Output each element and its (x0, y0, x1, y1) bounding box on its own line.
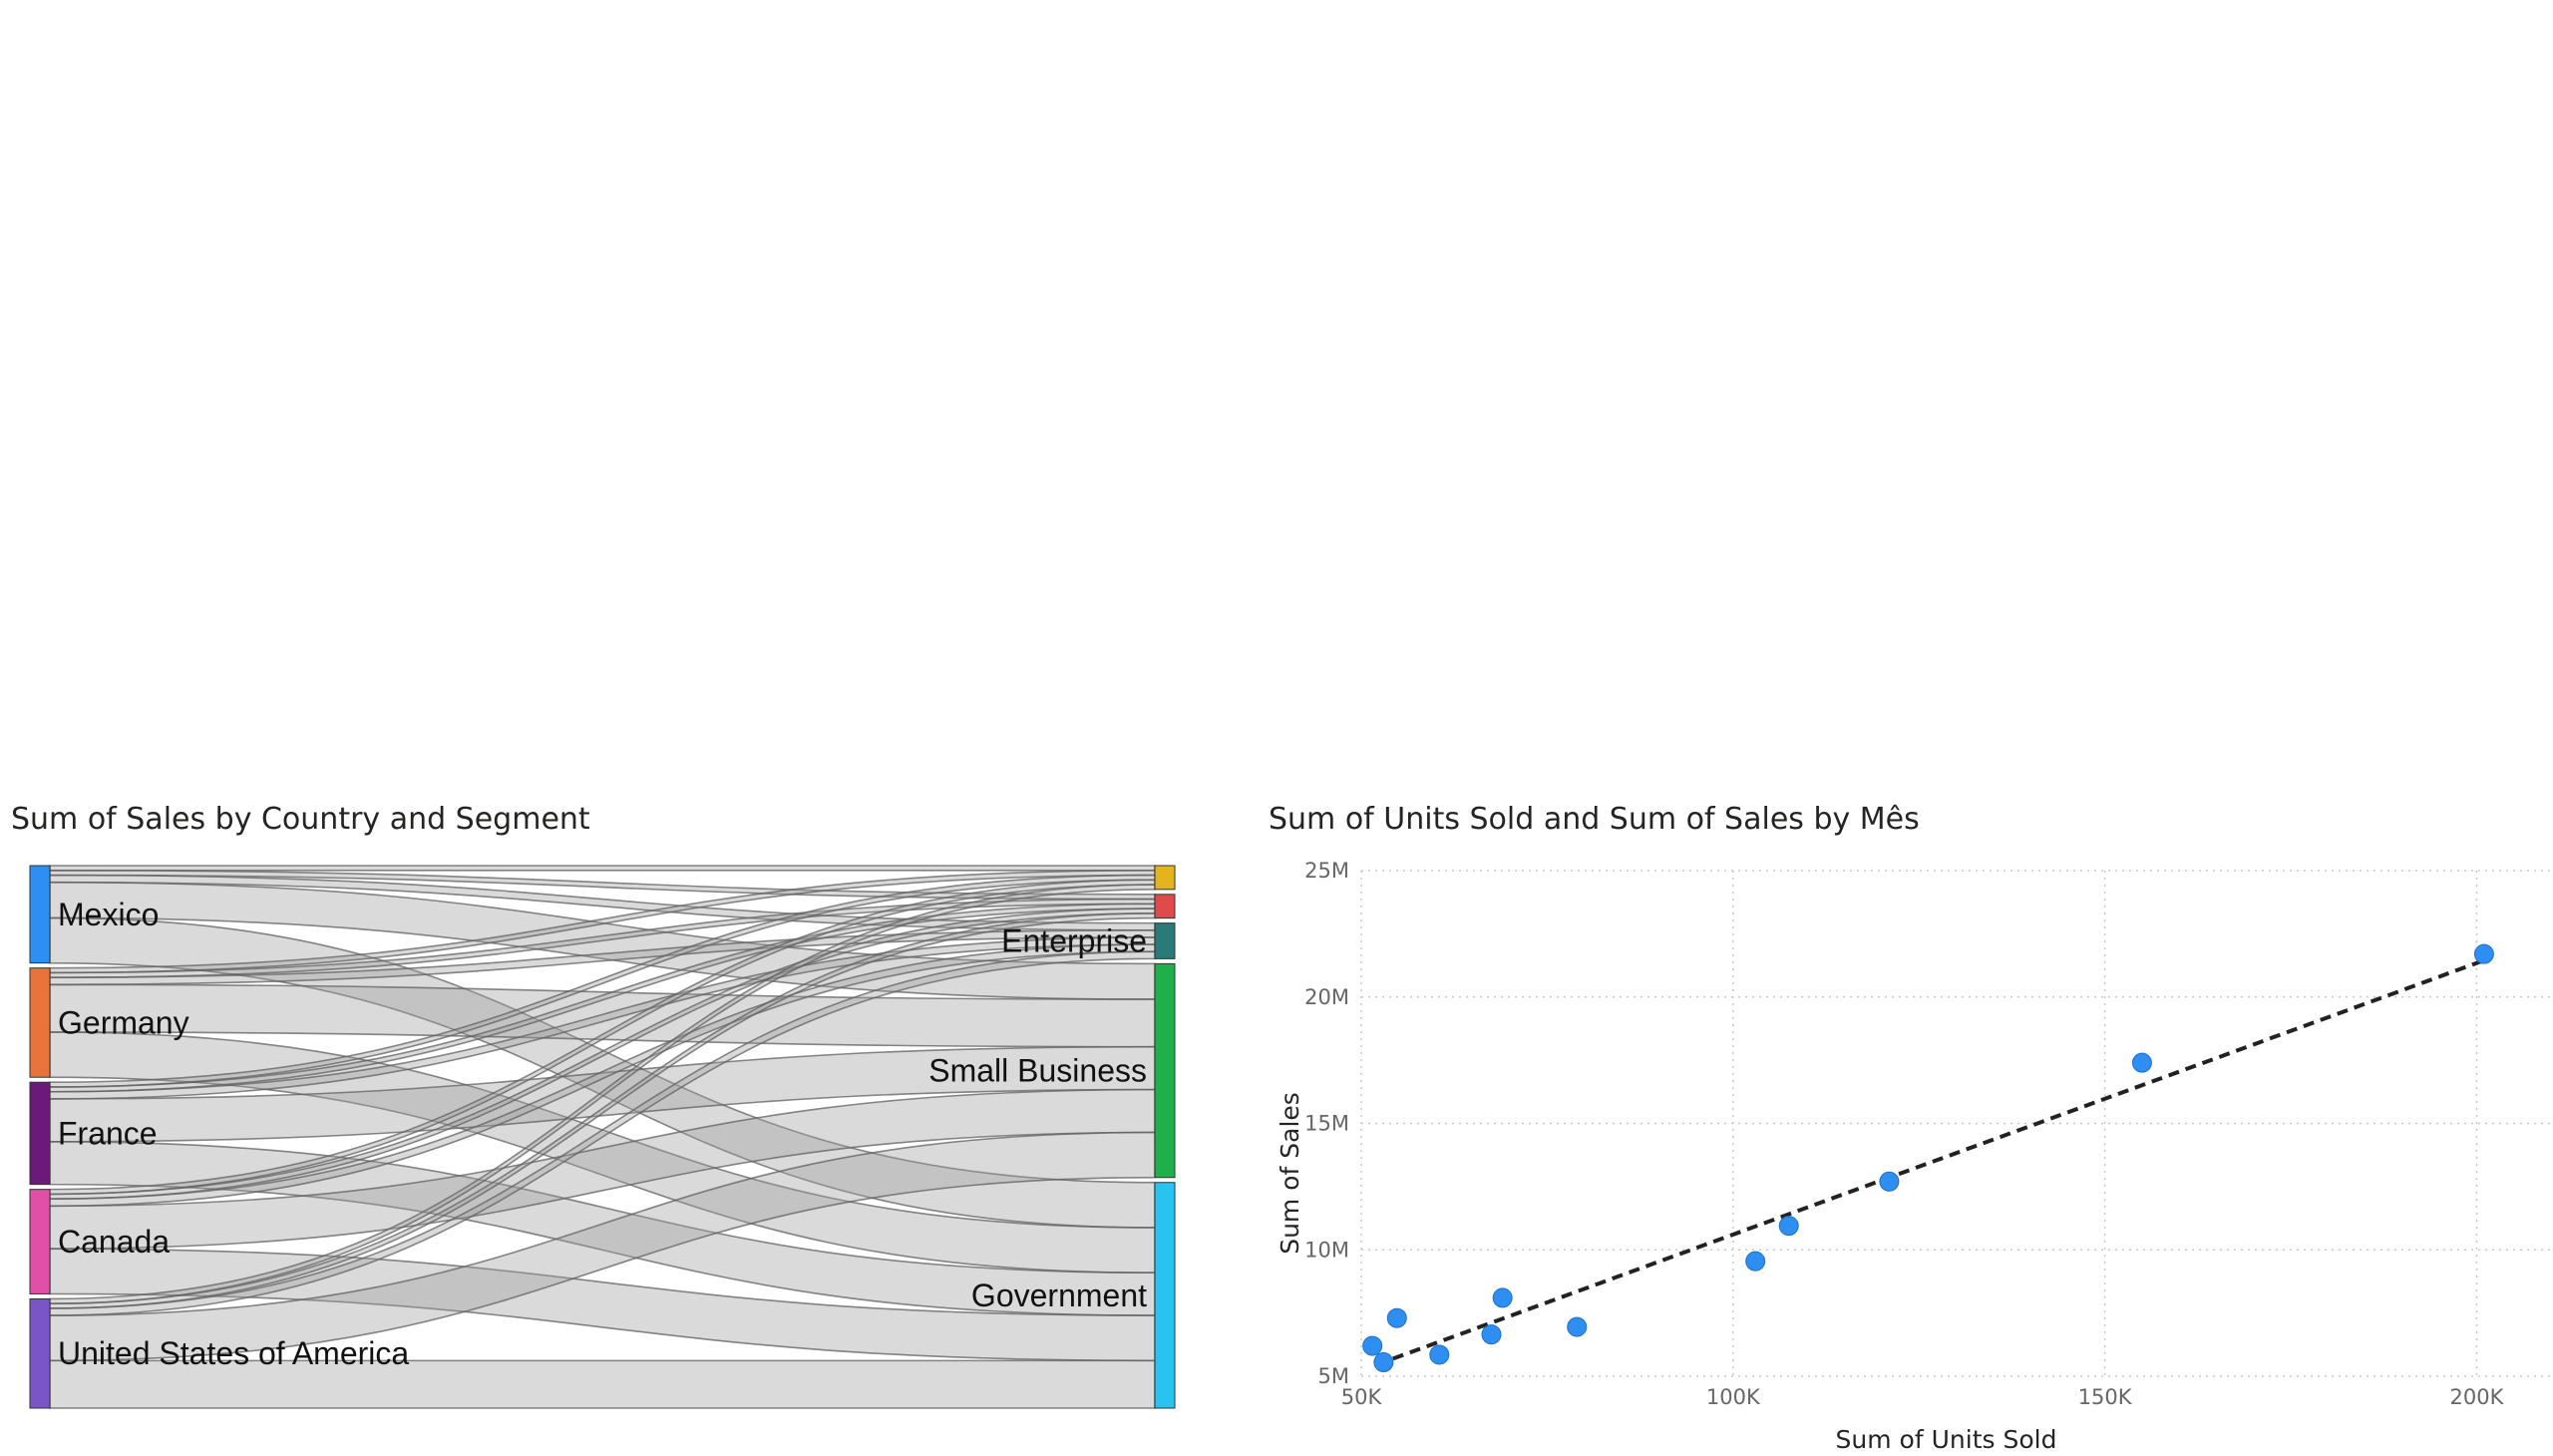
y-tick-label: 15M (1304, 1112, 1349, 1136)
scatter-visual[interactable]: Sum of Units Sold and Sum of Sales by Mê… (1267, 798, 2553, 1456)
x-tick-label: 100K (1706, 1385, 1761, 1409)
sankey-label-government: Government (971, 1277, 1147, 1313)
scatter-point[interactable] (2131, 1052, 2152, 1073)
sankey-node-government[interactable] (1154, 1182, 1176, 1409)
scatter-point[interactable] (1879, 1171, 1900, 1192)
scatter-point[interactable] (1373, 1352, 1394, 1373)
scatter-gridlines (1360, 870, 2551, 1377)
sankey-chart[interactable]: Mexico Germany France Canada United States o… (10, 848, 1182, 1446)
y-axis-title: Sum of Sales (1276, 1092, 1304, 1255)
scatter-chart[interactable]: 5M 10M 15M 20M 25M 50K 100K 150K 200K Sum of Unit… (1267, 798, 2553, 1456)
sankey-label-mexico: Mexico (58, 897, 159, 932)
y-tick-label: 5M (1318, 1364, 1349, 1388)
y-tick-label: 20M (1304, 985, 1349, 1009)
sankey-node-mexico[interactable] (29, 865, 51, 964)
trend-line (1375, 958, 2485, 1367)
scatter-point[interactable] (2473, 943, 2494, 964)
x-tick-label: 50K (1341, 1385, 1383, 1409)
y-tick-label: 25M (1304, 859, 1349, 883)
scatter-point[interactable] (1362, 1335, 1383, 1356)
scatter-point[interactable] (1745, 1251, 1766, 1272)
sankey-node-canada[interactable] (29, 1189, 51, 1294)
sankey-label-united-states-of-america: United States of America (58, 1335, 409, 1371)
sankey-visual[interactable]: Sum of Sales by Country and Segment Mexi… (10, 798, 1187, 1456)
scatter-point[interactable] (1429, 1344, 1450, 1365)
sankey-node-segment-0[interactable] (1154, 865, 1176, 891)
y-tick-label: 10M (1304, 1238, 1349, 1262)
sankey-node-enterprise[interactable] (1154, 922, 1176, 959)
scatter-point[interactable] (1492, 1287, 1513, 1308)
sankey-node-small-business[interactable] (1154, 962, 1176, 1179)
x-axis-title: Sum of Units Sold (1836, 1425, 2057, 1454)
sankey-links (49, 865, 1156, 1409)
sankey-label-france: France (58, 1115, 158, 1151)
sankey-label-enterprise: Enterprise (1001, 923, 1147, 959)
x-tick-label: 150K (2078, 1385, 2133, 1409)
sankey-node-france[interactable] (29, 1081, 51, 1186)
scatter-point[interactable] (1567, 1316, 1588, 1337)
sankey-node-united-states-of-america[interactable] (29, 1297, 51, 1409)
sankey-label-canada: Canada (58, 1224, 170, 1260)
scatter-point[interactable] (1778, 1216, 1799, 1237)
sankey-link-mexico-to-segment-0[interactable] (49, 865, 1156, 872)
sankey-node-segment-1[interactable] (1154, 894, 1176, 919)
sankey-label-germany: Germany (58, 1004, 189, 1040)
sankey-title: Sum of Sales by Country and Segment (11, 802, 590, 837)
sankey-node-germany[interactable] (29, 967, 51, 1078)
scatter-point[interactable] (1481, 1324, 1502, 1345)
x-tick-label: 200K (2450, 1385, 2505, 1409)
scatter-point[interactable] (1386, 1307, 1407, 1328)
scatter-title: Sum of Units Sold and Sum of Sales by Mê… (1269, 802, 1920, 837)
sankey-label-small-business: Small Business (928, 1053, 1147, 1089)
